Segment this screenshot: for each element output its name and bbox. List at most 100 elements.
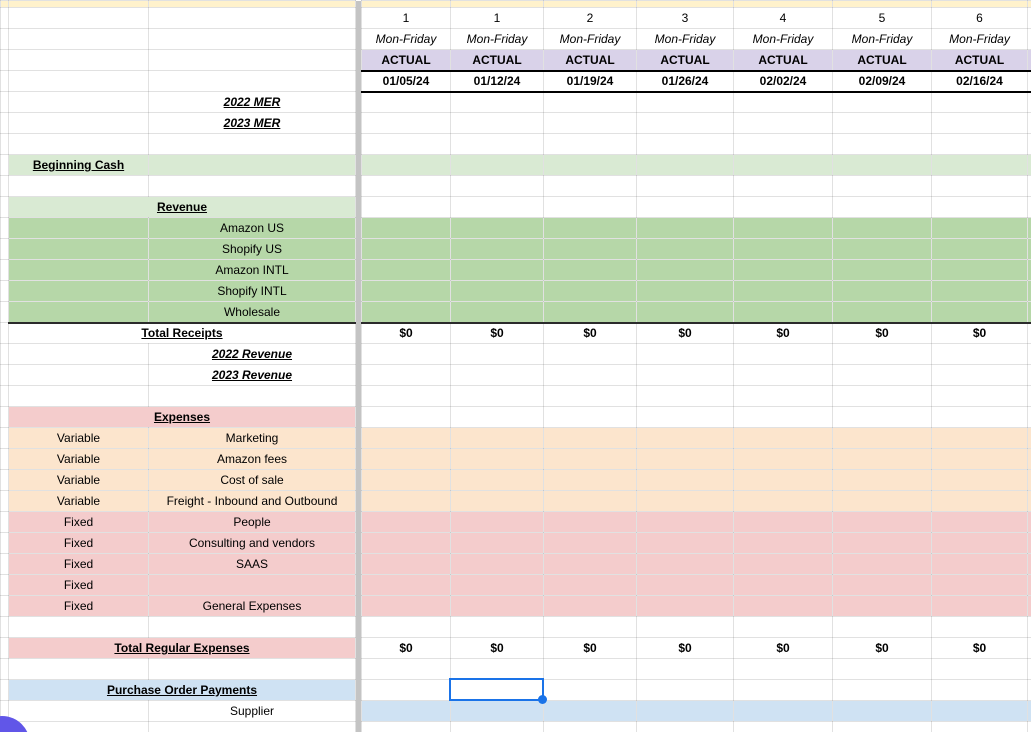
frozen-pane-divider[interactable] [355,70,362,92]
cell[interactable] [361,364,451,386]
cell[interactable] [543,133,637,155]
cell[interactable] [733,469,833,491]
cell[interactable] [636,112,734,134]
row-label-consulting[interactable]: Consulting and vendors [148,532,356,554]
label-2022-revenue[interactable]: 2022 Revenue [148,343,356,365]
cell[interactable] [148,28,356,50]
cell[interactable] [636,448,734,470]
cell[interactable] [931,553,1028,575]
cell[interactable] [636,259,734,281]
cell[interactable] [0,511,9,533]
cell[interactable] [832,91,932,113]
cell[interactable] [8,7,149,29]
cell[interactable] [450,490,544,512]
cell[interactable] [636,364,734,386]
cell[interactable] [636,91,734,113]
cell[interactable] [450,238,544,260]
cell[interactable] [636,511,734,533]
cell[interactable] [636,490,734,512]
cell-actual-4[interactable]: ACTUAL [636,49,734,71]
cell[interactable] [832,154,932,176]
cell[interactable] [931,196,1028,218]
cell[interactable] [450,385,544,407]
cell[interactable] [8,721,149,732]
cell[interactable] [361,259,451,281]
row-label-marketing[interactable]: Marketing [148,427,356,449]
cell[interactable] [450,91,544,113]
cell[interactable] [543,595,637,617]
cell[interactable] [450,700,544,722]
cell[interactable] [450,112,544,134]
row-label-people[interactable]: People [148,511,356,533]
cell[interactable] [450,196,544,218]
expense-type-variable[interactable]: Variable [8,490,149,512]
cell[interactable] [450,406,544,428]
cell[interactable] [733,217,833,239]
cell[interactable] [733,679,833,701]
cell[interactable] [361,343,451,365]
frozen-pane-divider[interactable] [355,721,362,732]
cell[interactable] [636,0,734,8]
cell[interactable] [832,280,932,302]
cell[interactable] [931,490,1028,512]
cell-date-5[interactable]: 02/02/24 [733,69,833,93]
cell[interactable] [733,196,833,218]
cell[interactable] [1027,343,1031,365]
cell[interactable] [1027,280,1031,302]
cell[interactable] [832,133,932,155]
cell[interactable] [1027,133,1031,155]
cell[interactable] [1027,406,1031,428]
cell[interactable] [832,301,932,323]
cell[interactable] [832,574,932,596]
cell[interactable] [636,343,734,365]
fill-handle[interactable] [538,695,547,704]
cell[interactable] [543,217,637,239]
section-title-revenue[interactable]: Revenue [8,196,356,218]
cell[interactable] [543,154,637,176]
frozen-pane-divider[interactable] [355,574,362,596]
cell[interactable] [0,637,9,659]
cell[interactable] [543,616,637,638]
cell[interactable] [361,301,451,323]
row-label-saas[interactable]: SAAS [148,553,356,575]
cell[interactable] [8,133,149,155]
cell[interactable] [636,679,734,701]
cell[interactable] [733,574,833,596]
frozen-pane-divider[interactable] [355,196,362,218]
cell[interactable] [636,427,734,449]
cell[interactable] [1027,154,1031,176]
cell[interactable] [1027,532,1031,554]
cell[interactable] [733,91,833,113]
cell[interactable] [0,490,9,512]
expense-type-fixed[interactable]: Fixed [8,511,149,533]
cell[interactable] [361,595,451,617]
cell[interactable] [1027,427,1031,449]
cell[interactable] [0,385,9,407]
row-label-empty[interactable] [148,574,356,596]
cell[interactable] [1027,321,1031,344]
cell[interactable] [0,301,9,323]
cell[interactable] [543,91,637,113]
frozen-pane-divider[interactable] [355,259,362,281]
frozen-pane-divider[interactable] [355,112,362,134]
cell-week-1[interactable]: 1 [361,7,451,29]
cell[interactable] [636,238,734,260]
cell[interactable] [543,679,637,701]
cell[interactable] [361,385,451,407]
cell[interactable] [0,343,9,365]
cell[interactable] [8,0,149,8]
cell[interactable] [148,658,356,680]
cell-week-6[interactable]: 5 [832,7,932,29]
cell[interactable] [361,406,451,428]
cell[interactable] [8,700,149,722]
cell[interactable] [636,469,734,491]
cell-date-7[interactable]: 02/16/24 [931,69,1028,93]
cell[interactable] [543,427,637,449]
cell[interactable] [636,532,734,554]
expense-type-variable[interactable]: Variable [8,427,149,449]
cell-week-4[interactable]: 3 [636,7,734,29]
cell[interactable] [8,217,149,239]
cell[interactable] [8,112,149,134]
frozen-pane-divider[interactable] [355,91,362,113]
cell[interactable] [1027,259,1031,281]
